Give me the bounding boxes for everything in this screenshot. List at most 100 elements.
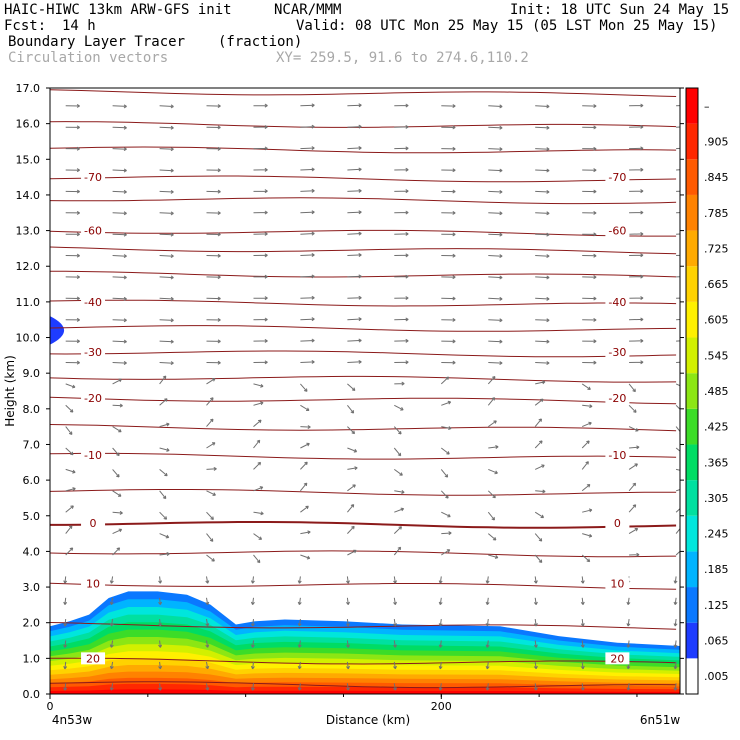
wind-vector [65, 146, 80, 151]
wind-vector [300, 404, 310, 411]
wind-vector [206, 360, 221, 365]
wind-vector [300, 295, 315, 300]
wind-vector [675, 383, 680, 387]
wind-vector [250, 597, 255, 606]
wind-vector [206, 397, 214, 406]
wind-vector [581, 383, 591, 390]
contour-label: -30 [84, 346, 102, 359]
contour-line [50, 325, 677, 332]
wind-vector [253, 554, 261, 564]
wind-vector [488, 468, 498, 475]
colorbar-label: .005 [704, 670, 729, 683]
wind-vector [629, 253, 644, 258]
contour-label-bg [81, 577, 106, 590]
wind-vector [63, 597, 68, 605]
wind-vector [582, 317, 597, 322]
colorbar-segment [686, 373, 698, 409]
wind-vector [394, 103, 409, 108]
wind-vector [206, 554, 215, 562]
wind-vector [112, 547, 121, 556]
wind-vector [580, 597, 585, 606]
wind-vector [393, 426, 402, 435]
wind-vector [580, 683, 585, 691]
contour-label: -60 [84, 225, 102, 238]
wind-vector [676, 147, 680, 150]
wind-vector [346, 661, 350, 670]
wind-vector [441, 168, 456, 173]
wind-vector [347, 504, 355, 513]
field-name: Boundary Layer Tracer [8, 34, 186, 50]
wind-vector [158, 576, 163, 584]
wind-vector [628, 404, 637, 413]
wind-vector [676, 254, 680, 256]
wind-vector [250, 576, 255, 584]
colorbar-label: .125 [704, 599, 729, 612]
wind-vector [206, 442, 216, 449]
wind-vector [394, 189, 409, 194]
wind-vector [300, 359, 315, 364]
wind-vector [582, 232, 597, 237]
contour-label: -40 [84, 296, 102, 309]
wind-vector [112, 211, 127, 216]
wind-vector [487, 511, 495, 521]
wind-vector [65, 275, 80, 280]
wind-vector [300, 554, 311, 560]
wind-vector [488, 232, 503, 237]
colorbar-label: .245 [704, 528, 729, 541]
wind-vector [63, 619, 68, 627]
wind-vector [676, 319, 680, 321]
wind-vector [347, 549, 357, 556]
tracer-band [50, 689, 680, 694]
wind-vector [112, 339, 127, 344]
wind-vector [112, 447, 120, 457]
wind-vector [346, 640, 350, 648]
y-tick-label: 10.0 [16, 332, 41, 345]
wind-vector [629, 231, 644, 236]
wind-vector [394, 468, 403, 476]
wind-vector [297, 619, 302, 627]
contour-label: 0 [614, 517, 621, 530]
colorbar-segment [686, 159, 698, 195]
colorbar-segment [686, 622, 698, 659]
wind-vector [253, 360, 268, 365]
wind-vector [438, 640, 443, 648]
colorbar-label: .605 [704, 314, 729, 327]
wind-vector [253, 125, 268, 130]
wind-vector [159, 552, 170, 556]
wind-vector [109, 576, 114, 584]
plot-frame [49, 87, 681, 695]
wind-vector [394, 490, 405, 494]
wind-vector [533, 597, 538, 606]
wind-vector [346, 576, 350, 584]
wind-vector [582, 508, 593, 513]
wind-vector [394, 404, 404, 411]
contour-label: -40 [608, 296, 626, 309]
y-tick-label: 13.0 [16, 225, 41, 238]
wind-vector [673, 661, 678, 670]
y-axis-label: Height (km) [3, 355, 17, 426]
wind-vector [205, 597, 210, 606]
wind-vector [158, 597, 163, 606]
wind-vector [205, 576, 210, 584]
wind-vector [440, 447, 450, 455]
wind-vector [535, 361, 550, 366]
wind-vector [205, 619, 210, 627]
wind-vector [582, 189, 597, 194]
wind-vector [580, 619, 585, 627]
wind-vector [394, 360, 409, 365]
wind-vector [485, 576, 490, 584]
wind-vector [441, 210, 456, 215]
wind-vector [534, 511, 545, 519]
wind-vector [112, 232, 127, 237]
wind-vector [159, 232, 174, 237]
wind-vector [65, 168, 80, 173]
wind-vector [441, 511, 451, 518]
y-tick-label: 12.0 [16, 260, 41, 273]
wind-vector [300, 338, 315, 343]
colorbar-segment [686, 658, 698, 694]
wind-vector [300, 253, 315, 258]
contour-label-bg [81, 516, 106, 529]
contour-line [50, 582, 677, 590]
wind-vector [253, 461, 262, 470]
wind-vector [159, 318, 174, 323]
